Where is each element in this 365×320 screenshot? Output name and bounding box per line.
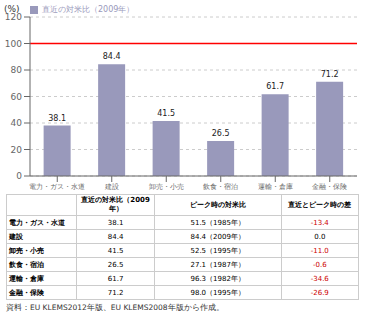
svg-text:61.7: 61.7: [266, 82, 284, 91]
svg-text:60: 60: [11, 92, 23, 102]
html-text:84.4: 84.4: [107, 232, 124, 241]
svg-text:38.1: 38.1: [48, 114, 66, 123]
svg-text:84.4: 84.4: [103, 52, 121, 61]
html-text:61.7: 61.7: [107, 274, 124, 283]
svg-text:金融・保険: 金融・保険: [312, 183, 347, 191]
html-text:-11.0: -11.0: [310, 246, 329, 255]
html-text:51.5（1985年）: 51.5（1985年）: [190, 218, 245, 227]
html-text:ピーク時の対米比: ピーク時の対米比: [189, 200, 246, 209]
svg-text:飲食・宿泊: 飲食・宿泊: [203, 183, 238, 191]
html-text:電力・ガス・水道: 電力・ガス・水道: [9, 218, 65, 227]
html-text:0.0: 0.0: [314, 232, 326, 241]
svg-text:120: 120: [8, 12, 22, 22]
html-text:資料：EU KLEMS2012年版、EU KLEMS2008: 資料：EU KLEMS2012年版、EU KLEMS2008年版から作成。: [6, 303, 224, 312]
html-text:26.5: 26.5: [107, 260, 124, 269]
svg-text:卸売・小売: 卸売・小売: [149, 183, 184, 191]
svg-text:41.5: 41.5: [157, 109, 175, 118]
svg-text:0: 0: [16, 171, 22, 181]
html-text:金融・保険: 金融・保険: [9, 288, 44, 297]
svg-text:80: 80: [11, 65, 23, 75]
html-text:卸売・小売: 卸売・小売: [9, 246, 44, 255]
html-text:直近とピーク時の差: 直近とピーク時の差: [288, 200, 352, 209]
html-text:41.5: 41.5: [107, 246, 124, 255]
svg-text:20: 20: [11, 145, 23, 155]
html-text:運輸・倉庫: 運輸・倉庫: [9, 274, 44, 283]
html-text:-34.6: -34.6: [310, 274, 329, 283]
html-text:飲食・宿泊: 飲食・宿泊: [9, 260, 44, 269]
html-text:98.0（1995年）: 98.0（1995年）: [190, 288, 245, 297]
html-text:直近の対米比（2009年）: 直近の対米比（2009年）: [81, 196, 150, 213]
html-text:38.1: 38.1: [107, 218, 124, 227]
html-text:96.3（1982年）: 96.3（1982年）: [190, 274, 245, 283]
svg-text:運輸・倉庫: 運輸・倉庫: [258, 183, 293, 191]
html-text:84.4（2009年）: 84.4（2009年）: [190, 232, 245, 241]
svg-text:電力・ガス・水道: 電力・ガス・水道: [29, 183, 85, 191]
html-text:-13.4: -13.4: [310, 218, 329, 227]
svg-text:26.5: 26.5: [212, 129, 230, 138]
html-text:71.2: 71.2: [107, 288, 124, 297]
html-text:直近の対米比（2009年）: 直近の対米比（2009年）: [42, 5, 135, 14]
html-text:-26.9: -26.9: [310, 288, 329, 297]
html-text:27.1（1987年）: 27.1（1987年）: [190, 260, 245, 269]
svg-text:建設: 建設: [104, 183, 119, 191]
svg-text:100: 100: [8, 39, 22, 49]
html-text:建設: 建設: [9, 232, 23, 241]
svg-text:40: 40: [11, 118, 23, 128]
html-text:-0.6: -0.6: [312, 260, 327, 269]
svg-text:71.2: 71.2: [321, 70, 339, 79]
html-text:52.5（1995年）: 52.5（1995年）: [190, 246, 245, 255]
